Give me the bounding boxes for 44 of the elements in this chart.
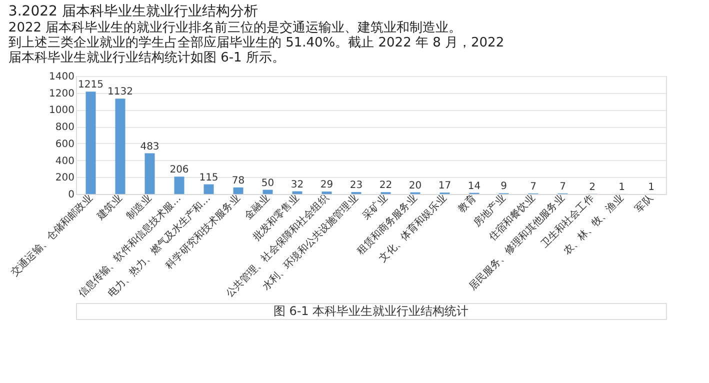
data-label: 22 [379, 180, 392, 192]
bar [233, 187, 244, 194]
y-tick-label: 600 [55, 138, 74, 150]
data-label: 50 [261, 178, 274, 189]
x-tick-label: 建筑业 [94, 192, 124, 223]
data-label: 2 [589, 182, 596, 193]
data-label: 9 [500, 181, 507, 192]
data-label: 7 [530, 181, 536, 192]
data-label: 29 [320, 180, 334, 191]
data-label: 14 [468, 180, 481, 192]
x-tick-label: 军队 [632, 192, 656, 215]
data-label: 1 [618, 182, 625, 193]
y-tick-label: 0 [68, 190, 74, 200]
text: 2022 届本科毕业生的就业行业排名前三位的是交通运输业、建筑业和制造业。 [8, 20, 462, 36]
data-label: 483 [140, 141, 160, 152]
bar [292, 191, 302, 194]
bar [86, 92, 96, 194]
bar [204, 184, 214, 194]
bar [174, 176, 184, 194]
y-tick-label: 1000 [49, 105, 74, 116]
data-label: 206 [170, 164, 189, 176]
data-label: 7 [560, 181, 566, 192]
data-label: 115 [199, 172, 218, 184]
data-label: 32 [290, 179, 304, 190]
y-tick-label: 400 [55, 156, 74, 167]
data-label: 23 [350, 180, 363, 192]
bar [115, 98, 126, 194]
data-label: 20 [408, 180, 422, 192]
bar [144, 153, 155, 194]
y-tick-label: 1400 [49, 72, 74, 82]
data-label: 1 [648, 182, 654, 193]
chart-title: 3.2022 届本科毕业生就业行业结构分析 [8, 4, 258, 20]
y-tick-label: 1200 [49, 88, 74, 100]
caption: 图 6-1 本科毕业生就业行业结构统计 [273, 304, 469, 318]
y-tick-label: 800 [55, 122, 74, 134]
data-label: 1215 [78, 80, 104, 91]
text: 届本科毕业生就业行业结构统计如图 6-1 所示。 [8, 50, 285, 66]
y-tick-label: 200 [55, 172, 74, 184]
data-label: 78 [232, 175, 245, 186]
bar [262, 190, 273, 194]
data-label: 17 [438, 180, 452, 192]
text: 到上述三类企业就业的学生占全部应届毕业生的 51.40%。截止 2022 年 8 月，2022 [8, 36, 504, 50]
data-label: 1132 [108, 86, 133, 98]
x-tick-label: 教育 [456, 192, 478, 215]
